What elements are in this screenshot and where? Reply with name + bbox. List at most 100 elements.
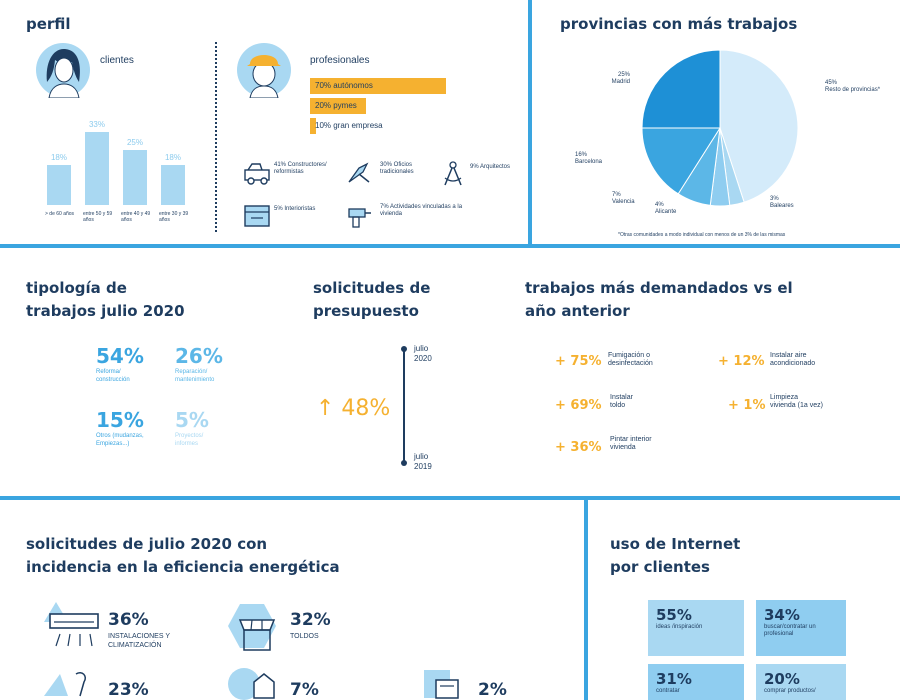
tipologia-reforma-label: Reforma/ construcción — [96, 369, 130, 383]
pie-label-barcelona: 16% Barcelona — [575, 152, 625, 166]
clientes-bar-label: > de 60 años — [45, 211, 75, 217]
tipologia-reparacion-label: Reparación/ mantenimiento — [175, 369, 215, 383]
trabajos-aire-label-1: Instalar aire — [770, 352, 807, 359]
tipologia-otros-pct: 15% — [96, 408, 144, 432]
eficiencia-climatizacion-label-2: CLIMATIZACIÓN — [108, 642, 162, 649]
eficiencia-climatizacion-pct: 36% — [108, 610, 149, 630]
solicitudes-timeline-line — [403, 348, 405, 464]
clientes-bar-pct: 25% — [126, 138, 143, 147]
internet-tile-contratar-pct: 31% — [656, 670, 692, 688]
pie-pct-madrid: 25% — [617, 72, 630, 78]
window-icon — [244, 205, 270, 227]
solicitudes-title-line2: presupuesto — [313, 302, 419, 320]
eficiencia-climatizacion-label: INSTALACIONES Y CLIMATIZACIÓN — [108, 632, 170, 650]
gran-empresa-bar — [310, 118, 316, 134]
tipologia-otros: 15% Otros (mudanzas, Empiezas...) — [96, 408, 176, 448]
eficiencia-toldos-label-1: TOLDOS — [290, 633, 319, 640]
trabajos-toldo-label-2: toldo — [610, 402, 626, 409]
internet-tile-buscar: 34% buscar/contratar un profesional — [756, 600, 846, 656]
solicitudes-top-month: julio — [414, 344, 429, 353]
provincias-footnote: *Otras comunidades a modo individual con… — [618, 232, 786, 238]
tipologia-proyectos-label: Proyectos/ informes — [175, 433, 204, 447]
truck-icon — [244, 163, 270, 185]
eficiencia-item5-pct: 2% — [478, 680, 507, 700]
window-unit-icon — [424, 670, 459, 699]
eficiencia-climatizacion-label-1: INSTALACIONES Y — [108, 633, 170, 640]
clientes-bar-label: entre 40 y 49 años — [121, 211, 151, 223]
solicitudes-timeline-dot-bottom — [401, 460, 407, 466]
clientes-bar-pct: 18% — [164, 153, 181, 163]
drill-icon — [348, 208, 371, 228]
divider-vertical-top — [528, 0, 532, 246]
trabajos-toldo-label: Instalar toldo — [610, 394, 633, 410]
eficiencia-title-line1: solicitudes de julio 2020 con — [26, 535, 268, 553]
internet-tile-comprar-label: comprar productos/ — [764, 688, 816, 694]
internet-tile-buscar-label: buscar/contratar un profesional — [764, 624, 816, 637]
divider-vertical-bottom — [584, 498, 588, 700]
internet-title-line1: uso de Internet — [610, 535, 741, 553]
tipologia-title-line2: trabajos julio 2020 — [26, 302, 185, 320]
pie-label-madrid: 25% Madrid — [590, 72, 630, 86]
trabajos-fumigacion-label: Fumigación o desinfectación — [608, 352, 653, 368]
pie-pct-baleares: 3% — [770, 196, 779, 202]
clientes-bar-pct: 18% — [50, 153, 67, 163]
pie-pct-valencia: 7% — [612, 192, 621, 198]
divider-top — [0, 244, 900, 248]
trabajos-toldo-label-1: Instalar — [610, 394, 633, 401]
gran-empresa-text: 10% gran empresa — [315, 121, 383, 130]
autonomos-bar — [310, 78, 446, 94]
internet-tile-ideas-label: ideas /inspiración — [656, 624, 703, 630]
solicitudes-bottom-label: julio 2019 — [414, 452, 432, 472]
trabajos-pintar-value: + 36% — [555, 440, 602, 455]
pie-pct-barcelona: 16% — [575, 152, 588, 158]
constructores-text: 41% Constructores/ reformistas — [274, 162, 327, 175]
trabajos-aire-label-2: acondicionado — [770, 360, 816, 367]
internet-tile-buscar-pct: 34% — [764, 606, 800, 624]
pie-slice — [719, 49, 799, 203]
perfil-title: perfil — [26, 15, 71, 33]
actividades-text: 7% Actividades vinculadas a la vivienda — [380, 204, 463, 217]
solicitudes-top-label: julio 2020 — [414, 344, 432, 364]
pie-name-alicante: Alicante — [655, 209, 677, 215]
compass-icon — [444, 161, 462, 186]
trabajos-aire-label: Instalar aire acondicionado — [770, 352, 815, 368]
clientes-bar-label: entre 50 y 59 años — [83, 211, 113, 223]
trabajos-fumigacion-value: + 75% — [555, 354, 602, 369]
trabajos-fumigacion-label-1: Fumigación o — [608, 352, 651, 359]
internet-tile-comprar: 20% comprar productos/ — [756, 664, 846, 700]
clientes-bar — [85, 132, 109, 205]
internet-tile-ideas-pct: 55% — [656, 606, 692, 624]
tipologia-reforma: 54% Reforma/ construcción — [96, 344, 176, 384]
trabajos-limpieza-label: Limpieza vivienda (1a vez) — [770, 394, 823, 410]
pie-name-barcelona: Barcelona — [575, 159, 603, 165]
solicitudes-bottom-month: julio — [414, 452, 429, 461]
autonomos-text: 70% autónomos — [315, 81, 373, 90]
clientes-bar — [47, 165, 71, 205]
air-conditioner-icon — [44, 602, 99, 647]
trabajos-limpieza-value: + 1% — [728, 398, 766, 413]
clientes-bar-label: entre 30 y 39 años — [159, 211, 189, 223]
internet-tile-contratar: 31% contratar — [648, 664, 744, 700]
eficiencia-item3-pct: 23% — [108, 680, 149, 700]
pymes-text: 20% pymes — [315, 101, 357, 110]
trabajos-aire-value: + 12% — [718, 354, 765, 369]
provincias-title: provincias con más trabajos — [560, 15, 798, 33]
tipologia-proyectos-pct: 5% — [175, 408, 209, 432]
clientes-bar — [123, 150, 147, 205]
tipologia-otros-label: Otros (mudanzas, Empiezas...) — [96, 433, 144, 447]
trabajos-toldo-value: + 69% — [555, 398, 602, 413]
pie-slice — [641, 49, 721, 129]
eficiencia-item4-pct: 7% — [290, 680, 319, 700]
pie-name-valencia: Valencia — [612, 199, 635, 205]
internet-tile-ideas: 55% ideas /inspiración — [648, 600, 744, 656]
profesionales-label: profesionales — [310, 55, 370, 66]
pie-pct-resto: 45% — [825, 80, 838, 86]
solicitudes-top-year: 2020 — [414, 354, 432, 363]
tipologia-reparacion: 26% Reparación/ mantenimiento — [175, 344, 255, 384]
divider-middle — [0, 496, 900, 500]
perfil-dotted-divider — [215, 42, 217, 232]
trabajos-title-line1: trabajos más demandados vs el — [525, 279, 793, 297]
clientes-label: clientes — [100, 55, 134, 66]
stairs-icon — [44, 671, 87, 697]
internet-tile-comprar-pct: 20% — [764, 670, 800, 688]
